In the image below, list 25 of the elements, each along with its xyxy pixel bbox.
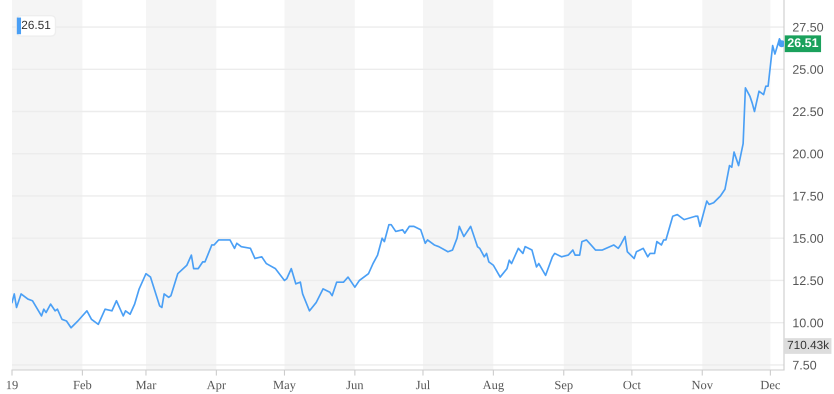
x-tick-label: 19 — [6, 380, 18, 390]
y-tick-label: 10.00 — [793, 318, 824, 328]
y-tick-label: 7.50 — [792, 360, 816, 370]
annotation: 26.51 — [22, 20, 50, 30]
y-tick-label: 17.50 — [793, 192, 824, 201]
x-tick-label: Sep — [555, 380, 573, 392]
x-tick-label: May — [273, 380, 296, 392]
x-tick-label: Jun — [346, 380, 364, 390]
y-tick-label: 15.00 — [793, 234, 824, 243]
x-tick-label: Apr — [206, 380, 226, 392]
y-tick-label: 12.50 — [793, 276, 824, 286]
text: 710.43k — [788, 340, 830, 350]
annotation: 26.51 — [788, 38, 818, 48]
x-tick-label: Jul — [416, 380, 430, 390]
x-tick-label: Oct — [623, 380, 641, 390]
y-tick-label: 25.00 — [792, 65, 824, 74]
x-tick-label: Nov — [692, 380, 714, 390]
x-tick-label: Aug — [482, 380, 504, 392]
y-tick-label: 22.50 — [792, 107, 824, 116]
x-tick-label: Feb — [73, 380, 92, 390]
x-tick-label: Mar — [136, 380, 156, 390]
y-tick-label: 20.00 — [792, 150, 824, 158]
x-tick-label: Dec — [760, 380, 780, 390]
y-tick-label: 27.50 — [792, 22, 824, 32]
line-series — [12, 38, 784, 329]
